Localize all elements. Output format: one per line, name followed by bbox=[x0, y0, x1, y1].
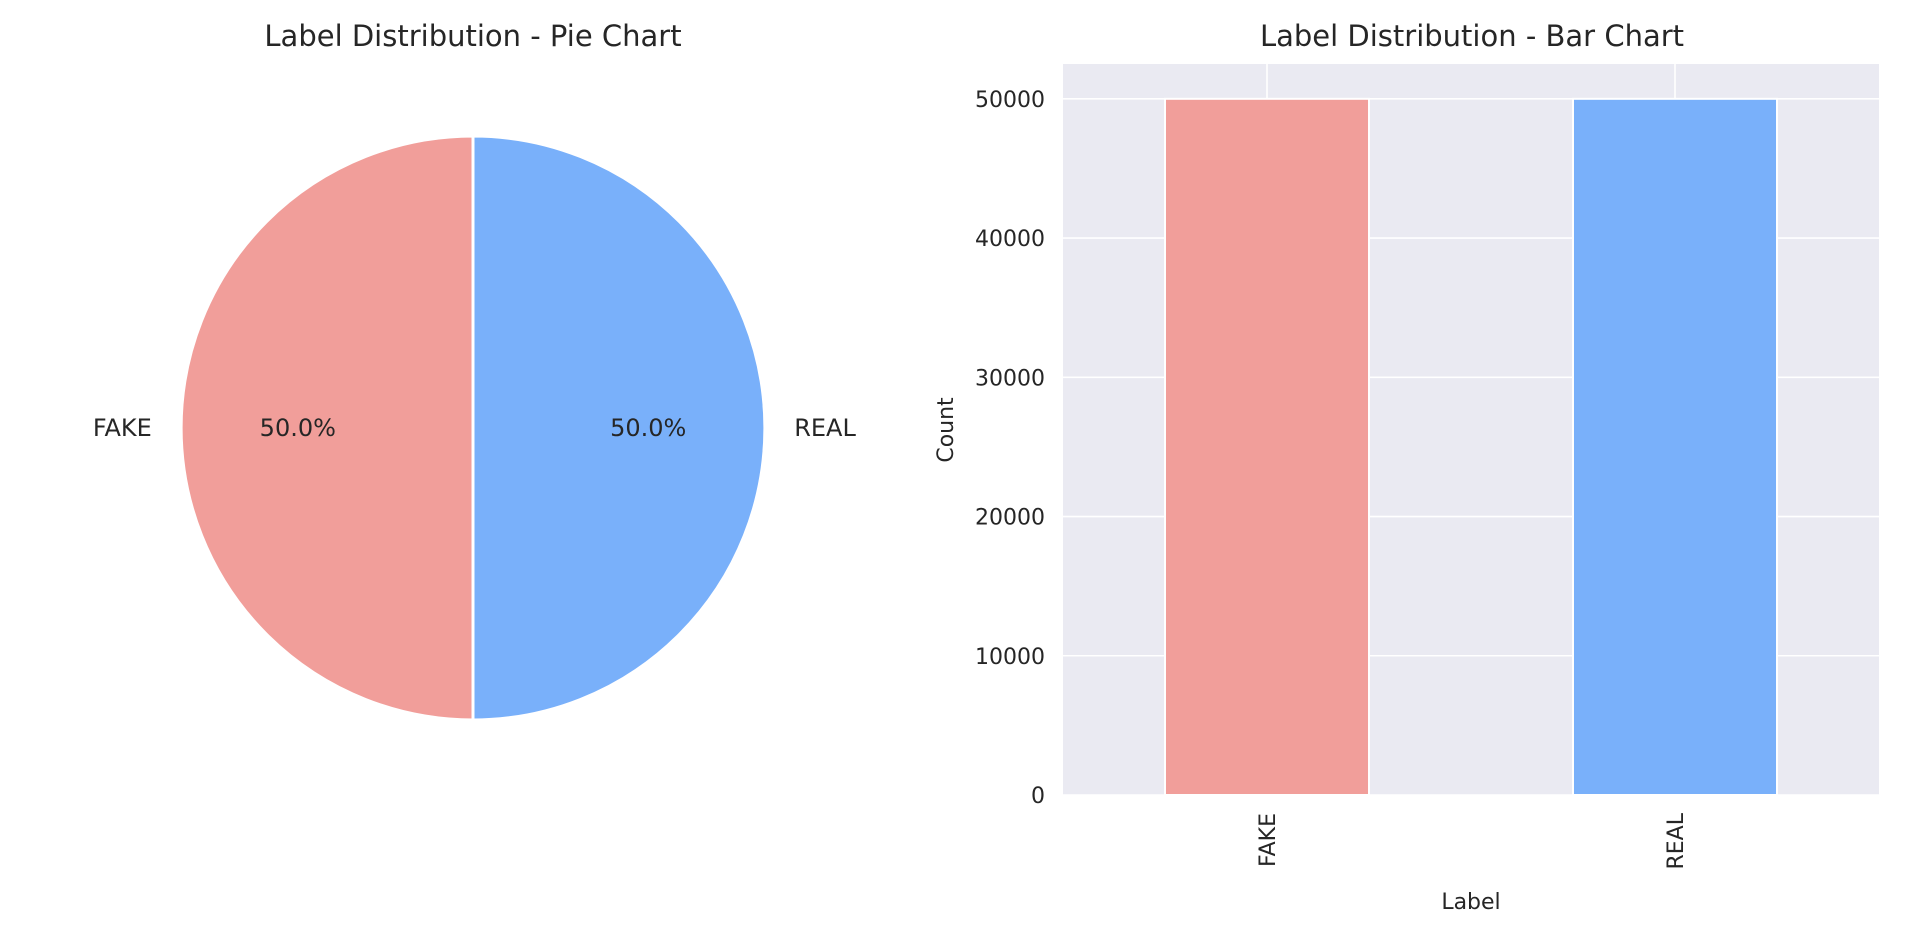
y-tick-label: 0 bbox=[1031, 784, 1045, 809]
y-tick-label: 40000 bbox=[975, 227, 1045, 252]
y-tick-label: 20000 bbox=[975, 506, 1045, 531]
x-tick-label-fake: FAKE bbox=[1256, 813, 1281, 867]
x-tick-label-real: REAL bbox=[1664, 812, 1689, 869]
pie-slice-real bbox=[471, 134, 767, 722]
pie-label-fake: FAKE bbox=[93, 414, 152, 442]
x-axis-label: Label bbox=[1441, 890, 1500, 915]
bar-fake bbox=[1164, 97, 1370, 797]
pie-slices bbox=[179, 134, 767, 722]
pie-percent-real: 50.0% bbox=[610, 414, 686, 442]
x-axis-ticks: FAKE REAL bbox=[1256, 812, 1689, 869]
pie-chart-panel: Label Distribution - Pie Chart FAKE 50.0%… bbox=[93, 19, 857, 722]
y-tick-label: 50000 bbox=[975, 88, 1045, 113]
bar-chart-panel: Label Distribution - Bar Chart 0 10000 200… bbox=[934, 19, 1879, 915]
bar-chart-title: Label Distribution - Bar Chart bbox=[1260, 19, 1684, 53]
pie-percent-fake: 50.0% bbox=[260, 414, 336, 442]
pie-label-real: REAL bbox=[794, 414, 856, 442]
bars bbox=[1164, 97, 1778, 797]
bar-real bbox=[1572, 97, 1778, 797]
pie-labels: FAKE 50.0% REAL 50.0% bbox=[93, 414, 857, 442]
y-axis-ticks: 0 10000 20000 30000 40000 50000 bbox=[975, 88, 1045, 809]
y-tick-label: 30000 bbox=[975, 366, 1045, 391]
y-tick-label: 10000 bbox=[975, 645, 1045, 670]
pie-slice-fake bbox=[179, 134, 475, 722]
pie-chart-title: Label Distribution - Pie Chart bbox=[264, 19, 681, 53]
y-axis-label: Count bbox=[934, 397, 959, 463]
